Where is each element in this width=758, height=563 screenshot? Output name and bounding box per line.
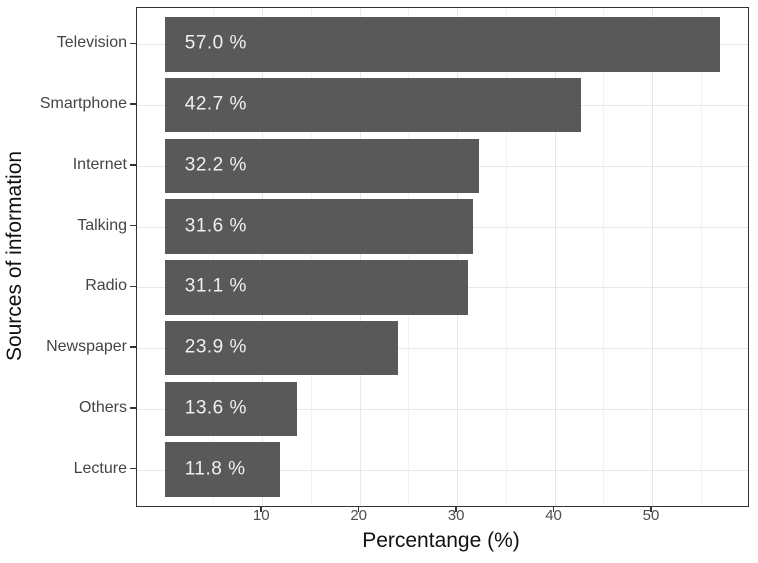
bar-value-label: 57.0 %	[184, 32, 247, 54]
grid-minor-line	[505, 8, 507, 506]
grid-major-line	[137, 408, 748, 410]
bar-television	[164, 17, 721, 72]
x-tick-label-30: 30	[447, 507, 465, 524]
x-tick-label-50: 50	[642, 507, 660, 524]
y-tick-label-television: Television	[56, 34, 127, 52]
x-tick-mark	[650, 506, 652, 512]
y-tick-mark	[130, 42, 136, 45]
grid-major-line	[137, 348, 748, 350]
bar-value-label: 31.6 %	[184, 215, 247, 237]
x-tick-label-10: 10	[252, 507, 270, 524]
bar-value-label: 42.7 %	[184, 93, 247, 115]
plot-panel: 57.0 % 42.7 % 32.2 % 31.6 % 31.1 % 23.9 % 13.6…	[136, 7, 749, 507]
bar-newspaper	[164, 320, 398, 376]
y-tick-label-lecture: Lecture	[73, 459, 127, 477]
y-tick-label-talking: Talking	[77, 216, 127, 234]
grid-major-line	[137, 469, 748, 471]
y-tick-mark	[130, 164, 136, 166]
x-tick-mark	[455, 506, 457, 512]
grid-major-line	[359, 8, 361, 506]
y-tick-mark	[130, 346, 136, 348]
y-tick-mark	[130, 467, 136, 470]
x-axis-title: Percentange (%)	[362, 529, 520, 552]
x-tick-mark	[260, 506, 262, 512]
bar-value-label: 23.9 %	[184, 336, 247, 358]
y-tick-label-others: Others	[78, 398, 127, 416]
bar-others	[164, 381, 298, 437]
grid-major-line	[652, 8, 653, 506]
x-tick-mark	[357, 506, 360, 512]
bar-value-label: 11.8 %	[184, 458, 246, 480]
bar-value-label: 32.2 %	[184, 154, 247, 176]
bar-smartphone	[164, 77, 581, 133]
grid-major-line	[457, 8, 459, 506]
grid-minor-line	[603, 8, 605, 506]
bar-lecture	[164, 442, 280, 497]
y-tick-mark	[130, 224, 136, 227]
grid-major-line	[262, 8, 264, 506]
grid-major-line	[554, 8, 556, 506]
y-tick-mark	[130, 285, 136, 288]
y-tick-label-smartphone: Smartphone	[39, 95, 127, 113]
y-tick-label-newspaper: Newspaper	[46, 338, 127, 356]
y-tick-label-radio: Radio	[85, 277, 127, 295]
x-tick-label-40: 40	[545, 507, 562, 524]
grid-minor-line	[213, 8, 215, 506]
bar-radio	[164, 260, 468, 315]
y-axis-title: Sources of information	[3, 150, 26, 362]
grid-minor-line	[700, 8, 702, 506]
bar-talking	[164, 199, 473, 254]
y-tick-mark	[130, 407, 136, 409]
grid-minor-line	[408, 8, 410, 506]
bar-internet	[164, 138, 479, 194]
grid-minor-line	[310, 8, 312, 506]
bar-value-label: 31.1 %	[184, 275, 247, 297]
y-tick-mark	[130, 103, 136, 105]
x-tick-label-20: 20	[350, 507, 367, 524]
bar-value-label: 13.6 %	[184, 397, 247, 419]
y-tick-label-internet: Internet	[72, 155, 127, 173]
x-tick-mark	[552, 506, 555, 512]
